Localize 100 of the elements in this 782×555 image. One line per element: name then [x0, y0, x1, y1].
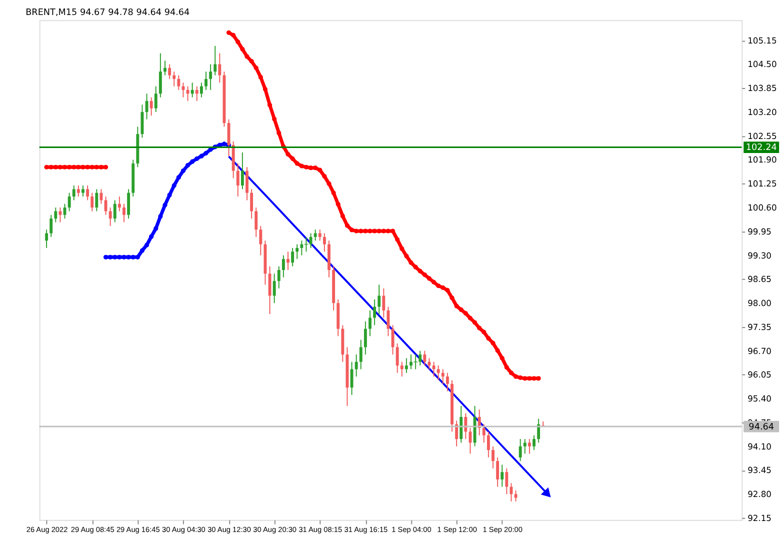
candlestick	[364, 320, 367, 355]
candlestick	[158, 52, 162, 98]
candlestick	[86, 185, 90, 201]
candlestick	[414, 354, 418, 370]
candlestick	[400, 361, 404, 378]
candlestick	[164, 60, 166, 76]
candlestick	[455, 420, 458, 447]
point	[126, 254, 131, 260]
candlestick	[58, 207, 62, 223]
point	[44, 164, 49, 170]
y-tick-label: 104.50	[748, 59, 777, 70]
candlestick	[537, 418, 540, 444]
candlestick	[204, 71, 208, 90]
candlestick	[182, 82, 185, 98]
candlestick	[291, 247, 294, 267]
candlestick	[464, 412, 468, 440]
point	[167, 192, 172, 198]
candlestick	[122, 203, 126, 223]
candlestick	[100, 188, 103, 204]
point	[80, 164, 86, 170]
candlestick	[382, 288, 386, 318]
y-tick-label: 101.25	[748, 178, 777, 189]
candlestick	[378, 284, 381, 315]
point	[140, 248, 145, 253]
candlestick	[54, 207, 58, 223]
point	[122, 254, 126, 260]
candlestick	[404, 358, 408, 374]
candlestick	[108, 207, 112, 226]
y-tick-label: 98.65	[748, 274, 772, 284]
candlestick	[272, 273, 276, 304]
candlestick	[532, 434, 536, 451]
candlestick	[45, 229, 48, 248]
candlestick	[90, 192, 94, 212]
point	[144, 242, 150, 248]
candlestick	[200, 82, 203, 98]
point	[149, 234, 154, 239]
point	[176, 175, 181, 180]
point	[112, 254, 118, 260]
candlestick	[72, 185, 76, 201]
candlestick	[76, 185, 80, 198]
candlestick	[214, 45, 217, 76]
candlestick	[482, 424, 486, 444]
candlestick	[350, 361, 354, 396]
point	[190, 159, 195, 164]
candlestick	[391, 324, 394, 355]
point	[90, 164, 94, 170]
candlestick	[118, 196, 121, 212]
candlestick	[68, 192, 71, 212]
candlestick	[354, 354, 358, 378]
candlestick	[282, 254, 285, 278]
candlestick	[432, 361, 436, 378]
point	[158, 214, 163, 219]
candlestick	[528, 438, 531, 454]
point	[180, 168, 186, 174]
y-tick-label: 105.15	[748, 35, 777, 46]
y-tick-label: 94.10	[748, 441, 772, 452]
candlestick	[368, 310, 372, 337]
candlestick	[286, 251, 290, 270]
ref-line-label: 94.64	[748, 422, 774, 432]
point	[185, 162, 190, 168]
candlestick	[259, 225, 262, 256]
y-tick-label: 96.70	[748, 346, 772, 356]
candlestick	[154, 86, 158, 113]
candlestick	[436, 365, 440, 381]
candlestick	[140, 104, 144, 138]
candlestick	[514, 490, 518, 502]
y-tick-label: 99.30	[748, 250, 772, 260]
chart-title: BRENT,M15 94.67 94.78 94.64 94.64	[26, 8, 190, 18]
point	[204, 150, 208, 156]
y-tick-label: 103.20	[748, 106, 777, 117]
candlestick	[113, 200, 116, 223]
candlestick	[236, 162, 240, 198]
candlestick	[304, 236, 308, 252]
candlestick	[190, 82, 194, 98]
y-tick-label: 100.60	[748, 202, 777, 212]
candlestick	[250, 188, 254, 220]
y-tick-label: 96.05	[748, 370, 772, 380]
y-tick-label: 97.35	[748, 322, 772, 332]
candlestick	[396, 342, 399, 374]
candlestick	[254, 207, 258, 238]
candlestick	[177, 74, 180, 90]
candlestick	[373, 298, 376, 326]
candlestick	[95, 188, 98, 212]
candlestick	[82, 185, 84, 198]
candlestick	[492, 446, 494, 469]
candlestick	[441, 368, 444, 384]
point	[130, 254, 136, 260]
point	[76, 164, 81, 170]
candlestick	[496, 456, 500, 488]
y-tick-label: 102.55	[748, 130, 777, 141]
candlestick	[246, 166, 248, 201]
point	[72, 164, 76, 170]
candlestick	[359, 339, 362, 370]
point	[172, 183, 176, 188]
candlestick	[318, 229, 322, 242]
candlestick	[277, 266, 280, 289]
y-tick-label: 103.85	[748, 83, 777, 94]
point	[85, 164, 90, 170]
candlestick	[296, 244, 299, 260]
point	[199, 154, 204, 158]
